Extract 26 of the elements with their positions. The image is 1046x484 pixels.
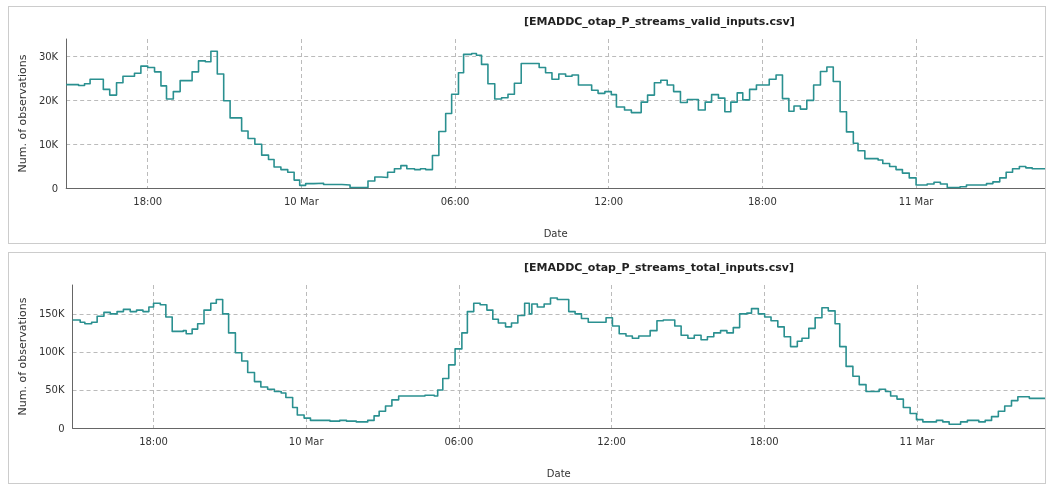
y-tick-label: 20K <box>38 94 59 106</box>
chart-title: [EMADDC_otap_P_streams_total_inputs.csv] <box>524 261 794 274</box>
chart-title: [EMADDC_otap_P_streams_valid_inputs.csv] <box>524 15 795 28</box>
x-tick-label: 18:00 <box>133 195 163 207</box>
x-tick-label: 12:00 <box>597 435 626 447</box>
x-tick-label: 11 Mar <box>899 435 936 447</box>
x-axis-title: Date <box>543 227 568 239</box>
y-axis-title: Num. of observations <box>16 297 29 416</box>
y-tick-label: 0 <box>51 182 59 194</box>
x-tick-label: 10 Mar <box>284 195 320 207</box>
x-tick-label: 11 Mar <box>898 195 935 207</box>
y-tick-label: 150K <box>38 308 65 320</box>
x-tick-label: 18:00 <box>749 435 779 447</box>
y-axis-title: Num. of observations <box>16 54 29 173</box>
y-tick-label: 100K <box>38 346 65 358</box>
x-tick-label: 10 Mar <box>288 435 325 447</box>
y-tick-label: 30K <box>38 51 59 63</box>
x-axis-title: Date <box>546 467 571 479</box>
x-tick-label: 06:00 <box>444 435 474 447</box>
y-tick-label: 10K <box>38 138 59 150</box>
x-tick-label: 12:00 <box>594 195 624 207</box>
x-tick-label: 06:00 <box>440 195 470 207</box>
y-tick-label: 50K <box>45 384 65 396</box>
x-tick-label: 18:00 <box>139 435 168 447</box>
x-tick-label: 18:00 <box>748 195 777 207</box>
y-tick-label: 0 <box>58 422 65 434</box>
